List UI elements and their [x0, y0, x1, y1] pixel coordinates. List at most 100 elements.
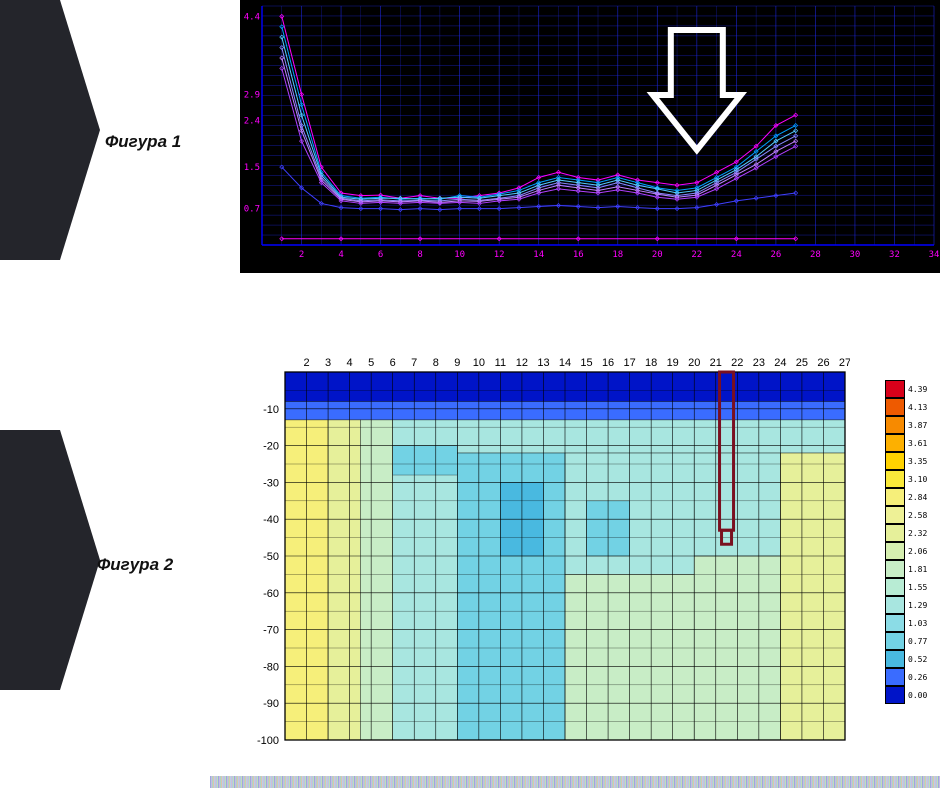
legend-swatch — [885, 524, 905, 542]
legend-swatch — [885, 434, 905, 452]
svg-text:27: 27 — [839, 357, 850, 369]
legend-swatch — [885, 632, 905, 650]
legend-value: 0.00 — [908, 691, 927, 700]
legend-swatch — [885, 614, 905, 632]
footer-noise-bar — [210, 776, 940, 788]
svg-text:11: 11 — [495, 357, 506, 369]
svg-text:-20: -20 — [263, 441, 279, 453]
svg-text:14: 14 — [559, 357, 571, 369]
svg-text:2.9: 2.9 — [244, 90, 260, 100]
legend-value: 0.52 — [908, 655, 927, 664]
legend-item: 4.39 — [885, 380, 927, 398]
svg-text:26: 26 — [817, 357, 829, 369]
legend-item: 2.06 — [885, 542, 927, 560]
svg-text:21: 21 — [710, 357, 722, 369]
color-legend: 4.39 4.13 3.87 3.61 3.35 3.10 2.84 2.58 2.32 2.06… — [885, 380, 927, 704]
svg-text:24: 24 — [731, 250, 742, 260]
pointer-fig1 — [0, 0, 100, 260]
legend-value: 1.81 — [908, 565, 927, 574]
legend-item: 0.77 — [885, 632, 927, 650]
legend-swatch — [885, 488, 905, 506]
legend-item: 1.29 — [885, 596, 927, 614]
legend-item: 1.03 — [885, 614, 927, 632]
legend-item: 3.10 — [885, 470, 927, 488]
svg-text:22: 22 — [731, 357, 743, 369]
svg-text:7: 7 — [411, 357, 417, 369]
legend-item: 0.00 — [885, 686, 927, 704]
legend-value: 2.84 — [908, 493, 927, 502]
svg-text:14: 14 — [533, 250, 544, 260]
legend-item: 2.58 — [885, 506, 927, 524]
legend-item: 3.87 — [885, 416, 927, 434]
svg-text:1.5: 1.5 — [244, 163, 260, 173]
svg-text:17: 17 — [623, 357, 635, 369]
legend-item: 2.84 — [885, 488, 927, 506]
legend-swatch — [885, 506, 905, 524]
legend-swatch — [885, 470, 905, 488]
svg-text:25: 25 — [796, 357, 808, 369]
svg-text:4.4: 4.4 — [244, 12, 260, 22]
legend-value: 0.77 — [908, 637, 927, 646]
legend-swatch — [885, 650, 905, 668]
svg-text:-10: -10 — [263, 404, 279, 416]
legend-swatch — [885, 416, 905, 434]
svg-text:2: 2 — [299, 250, 304, 260]
legend-swatch — [885, 452, 905, 470]
svg-text:20: 20 — [652, 250, 663, 260]
legend-value: 2.32 — [908, 529, 927, 538]
legend-item: 4.13 — [885, 398, 927, 416]
label-fig1: Фигура 1 — [105, 132, 181, 152]
legend-value: 2.06 — [908, 547, 927, 556]
svg-text:-100: -100 — [257, 735, 279, 745]
svg-text:6: 6 — [390, 357, 396, 369]
legend-swatch — [885, 560, 905, 578]
svg-text:20: 20 — [688, 357, 700, 369]
svg-text:0.7: 0.7 — [244, 205, 260, 215]
svg-text:15: 15 — [580, 357, 592, 369]
svg-text:-80: -80 — [263, 661, 279, 673]
legend-value: 3.10 — [908, 475, 927, 484]
svg-text:16: 16 — [573, 250, 584, 260]
page-root: Фигура 1 Фигура 2 0.71.52.42.94.42468101… — [0, 0, 940, 788]
legend-item: 3.61 — [885, 434, 927, 452]
svg-text:6: 6 — [378, 250, 383, 260]
svg-text:24: 24 — [774, 357, 786, 369]
pointer-fig2 — [0, 430, 100, 690]
svg-text:2.4: 2.4 — [244, 116, 260, 126]
legend-item: 0.26 — [885, 668, 927, 686]
legend-item: 1.81 — [885, 560, 927, 578]
legend-value: 3.35 — [908, 457, 927, 466]
svg-text:34: 34 — [929, 250, 940, 260]
legend-item: 1.55 — [885, 578, 927, 596]
svg-text:-60: -60 — [263, 588, 279, 600]
svg-text:12: 12 — [494, 250, 505, 260]
legend-item: 2.32 — [885, 524, 927, 542]
legend-item: 3.35 — [885, 452, 927, 470]
legend-value: 3.61 — [908, 439, 927, 448]
legend-swatch — [885, 668, 905, 686]
svg-text:-40: -40 — [263, 514, 279, 526]
svg-text:13: 13 — [537, 357, 549, 369]
svg-text:-90: -90 — [263, 698, 279, 710]
svg-text:4: 4 — [338, 250, 343, 260]
svg-text:23: 23 — [753, 357, 765, 369]
legend-swatch — [885, 542, 905, 560]
svg-text:-30: -30 — [263, 477, 279, 489]
svg-text:18: 18 — [645, 357, 657, 369]
legend-item: 0.52 — [885, 650, 927, 668]
svg-text:8: 8 — [417, 250, 422, 260]
contour-chart: 2345678910111213141516171819202122232425… — [240, 350, 850, 745]
svg-text:2: 2 — [303, 357, 309, 369]
line-chart: 0.71.52.42.94.42468101214161820222426283… — [240, 0, 940, 273]
svg-text:18: 18 — [612, 250, 623, 260]
legend-swatch — [885, 380, 905, 398]
legend-value: 0.26 — [908, 673, 927, 682]
svg-text:28: 28 — [810, 250, 821, 260]
legend-swatch — [885, 398, 905, 416]
svg-text:3: 3 — [325, 357, 331, 369]
legend-value: 3.87 — [908, 421, 927, 430]
svg-text:-50: -50 — [263, 551, 279, 563]
svg-text:19: 19 — [667, 357, 679, 369]
legend-value: 4.13 — [908, 403, 927, 412]
svg-text:10: 10 — [473, 357, 485, 369]
